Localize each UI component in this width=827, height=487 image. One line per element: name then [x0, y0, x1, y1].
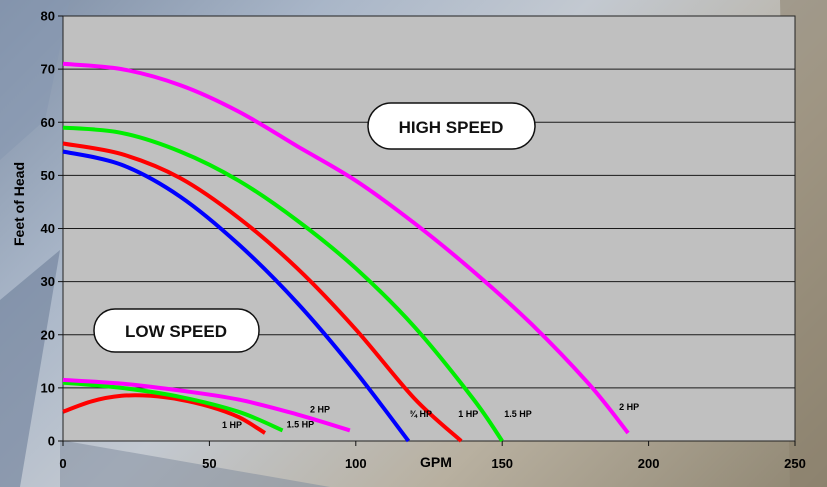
series-label-high-HP: ¾ HP: [410, 409, 433, 419]
x-axis-label: GPM: [420, 454, 452, 470]
series-label-low-1HP: 1 HP: [222, 420, 242, 430]
y-tick-label: 70: [41, 62, 55, 77]
x-tick-label: 150: [491, 456, 513, 471]
series-high-1HP: [62, 141, 463, 443]
series-label-high-1HP: 1 HP: [458, 409, 478, 419]
low-speed-label: LOW SPEED: [125, 322, 227, 341]
y-tick-label: 30: [41, 274, 55, 289]
x-tick-label: 200: [638, 456, 660, 471]
y-tick-label: 0: [48, 434, 55, 449]
curves: [62, 61, 630, 443]
y-tick-label: 40: [41, 221, 55, 236]
y-tick-label: 60: [41, 115, 55, 130]
series-label-high-1-5HP: 1.5 HP: [504, 409, 532, 419]
y-tick-label: 10: [41, 380, 55, 395]
x-axis-ticks: 0 50 100 150 200 250: [59, 441, 806, 471]
x-tick-label: 100: [345, 456, 367, 471]
y-tick-label: 50: [41, 168, 55, 183]
x-tick-label: 0: [59, 456, 66, 471]
series-low-2HP: [62, 377, 351, 433]
annotation-low-speed: LOW SPEED: [93, 308, 260, 353]
annotation-high-speed: HIGH SPEED: [367, 102, 536, 150]
x-tick-label: 250: [784, 456, 806, 471]
series-label-low-2HP: 2 HP: [310, 404, 330, 414]
high-speed-label: HIGH SPEED: [399, 118, 504, 137]
curve-labels: ¾ HP 1 HP 1.5 HP 2 HP 1 HP 1.5 HP 2 HP: [222, 402, 639, 430]
series-label-high-2HP: 2 HP: [619, 402, 639, 412]
series-high-1-5HP: [62, 125, 504, 443]
y-tick-label: 20: [41, 327, 55, 342]
series-low-1-5HP: [62, 380, 284, 433]
series-label-low-1-5HP: 1.5 HP: [287, 419, 315, 429]
series-high-HP: [62, 149, 411, 443]
series-high-2HP: [62, 61, 630, 435]
x-tick-label: 50: [202, 456, 216, 471]
y-axis-ticks: 0 10 20 30 40 50 60 70 80: [41, 9, 63, 449]
series-low-1HP: [62, 393, 267, 435]
y-axis-label: Feet of Head: [11, 162, 27, 246]
y-tick-label: 80: [41, 9, 55, 24]
